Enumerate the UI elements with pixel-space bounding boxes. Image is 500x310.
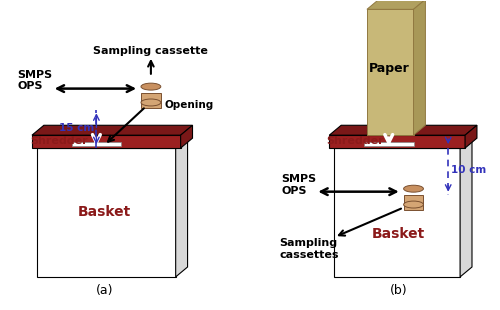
Bar xyxy=(367,9,414,135)
Text: Shredder: Shredder xyxy=(30,136,88,146)
Ellipse shape xyxy=(404,201,423,208)
Ellipse shape xyxy=(141,99,161,106)
Text: SMPS
OPS: SMPS OPS xyxy=(17,70,52,91)
Polygon shape xyxy=(32,125,192,135)
Polygon shape xyxy=(367,0,426,9)
Bar xyxy=(334,148,460,277)
Text: Sampling cassette: Sampling cassette xyxy=(94,46,208,56)
Text: Opening: Opening xyxy=(165,100,214,110)
Bar xyxy=(364,142,414,146)
Polygon shape xyxy=(180,125,192,148)
Bar xyxy=(32,135,180,148)
Ellipse shape xyxy=(404,185,423,192)
Bar xyxy=(37,148,175,277)
Text: Sampling
cassettes: Sampling cassettes xyxy=(280,238,339,260)
Text: 15 cm: 15 cm xyxy=(59,123,94,133)
Bar xyxy=(72,142,121,146)
Text: SMPS
OPS: SMPS OPS xyxy=(282,174,317,196)
Text: Shredder: Shredder xyxy=(326,136,384,146)
Bar xyxy=(141,93,161,108)
Text: 10 cm: 10 cm xyxy=(451,165,486,175)
Text: (a): (a) xyxy=(96,284,113,297)
Polygon shape xyxy=(460,138,472,277)
Text: Basket: Basket xyxy=(372,227,426,241)
Ellipse shape xyxy=(141,83,161,90)
Bar xyxy=(330,135,465,148)
Polygon shape xyxy=(330,125,477,135)
Bar xyxy=(404,195,423,210)
Polygon shape xyxy=(176,138,188,277)
Polygon shape xyxy=(465,125,477,148)
Polygon shape xyxy=(414,0,426,135)
Text: Basket: Basket xyxy=(78,206,131,219)
Text: Paper: Paper xyxy=(370,62,410,75)
Text: (b): (b) xyxy=(390,284,407,297)
